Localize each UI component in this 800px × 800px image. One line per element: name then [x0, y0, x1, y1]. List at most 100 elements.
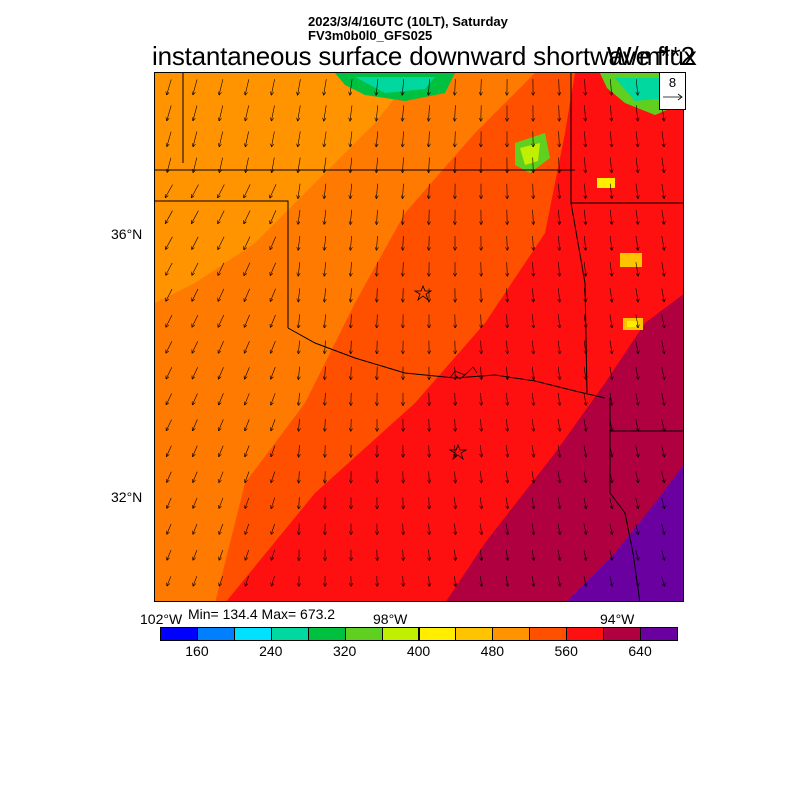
wind-arrow: [245, 471, 250, 483]
star-marker-south: [448, 443, 468, 461]
wind-arrow: [558, 549, 560, 560]
wind-arrow: [532, 366, 533, 380]
wind-arrow: [559, 79, 560, 95]
map-canvas: [155, 73, 683, 601]
wind-arrow: [219, 419, 224, 431]
wind-arrow: [635, 575, 639, 586]
wind-arrow: [351, 366, 352, 380]
wind-arrow: [271, 445, 276, 457]
wind-arrow: [298, 314, 299, 327]
wind-arrow: [635, 392, 638, 405]
wind-arrow: [558, 366, 560, 380]
wind-arrow: [193, 393, 198, 404]
wind-arrow: [661, 314, 665, 328]
wind-arrow: [661, 392, 665, 405]
wind-arrow: [507, 314, 508, 327]
wind-arrow: [219, 471, 224, 483]
wind-arrow: [376, 183, 377, 199]
wind-arrow: [219, 367, 224, 379]
wind-arrow: [193, 419, 198, 431]
wind-arrow: [533, 288, 534, 301]
min-max-label: Min= 134.4 Max= 673.2: [188, 606, 336, 622]
wind-arrow: [192, 184, 199, 198]
wind-arrow: [533, 183, 534, 199]
wind-arrow: [376, 79, 378, 95]
wind-arrow: [218, 184, 225, 198]
wind-arrow: [506, 549, 508, 560]
wind-arrow: [402, 131, 403, 146]
colorbar-cell: [270, 627, 309, 641]
wind-arrow: [245, 105, 249, 120]
wind-arrow: [506, 575, 508, 586]
wind-arrow: [244, 184, 251, 197]
colorbar-cell: [603, 627, 642, 641]
wind-arrow: [299, 471, 300, 482]
wind-arrow: [166, 393, 172, 405]
colorbar-tick-label: 400: [406, 643, 431, 659]
wind-arrow: [324, 288, 325, 301]
header-line-2: FV3m0b0l0_GFS025: [308, 28, 433, 43]
wind-arrow: [245, 523, 250, 534]
wind-arrow: [402, 79, 404, 95]
wind-arrow: [506, 418, 507, 431]
wind-arrow: [218, 314, 225, 327]
wind-arrow: [376, 105, 378, 120]
wind-arrow: [167, 497, 172, 508]
wind-arrow: [429, 497, 430, 508]
wind-arrow: [219, 157, 223, 173]
wind-arrow: [403, 549, 404, 561]
wind-arrow: [507, 366, 508, 380]
wind-arrow: [219, 576, 223, 586]
wind-arrow: [166, 288, 173, 301]
wind-arrow: [167, 576, 172, 585]
lat-label-36: 36°N: [111, 226, 143, 242]
wind-arrow: [166, 419, 172, 431]
wind-arrow: [270, 262, 276, 276]
wind-arrow: [403, 523, 404, 535]
wind-arrow: [584, 183, 585, 199]
wind-arrow: [507, 235, 508, 250]
wind-arrow: [245, 79, 250, 94]
field-southeast: [446, 294, 683, 601]
wind-arrow: [166, 210, 173, 224]
wind-arrow: [272, 576, 275, 586]
wind-arrow: [609, 392, 612, 405]
colorbar-cell: [455, 627, 494, 641]
wind-arrow: [350, 131, 352, 146]
wind-arrow: [533, 235, 534, 250]
wind-arrow: [635, 523, 639, 535]
wind-arrow: [506, 392, 507, 405]
wind-arrow: [167, 79, 172, 94]
map-title: instantaneous surface downward shortwave…: [152, 41, 697, 71]
wind-arrow: [609, 549, 612, 560]
wind-arrow: [350, 209, 351, 224]
wind-arrow: [167, 105, 172, 121]
wind-arrow: [166, 367, 173, 378]
wind-arrow: [635, 497, 639, 509]
wind-arrow: [298, 288, 300, 301]
wind-arrow: [481, 418, 482, 431]
wind-arrow: [192, 210, 199, 224]
wind-arrow: [270, 288, 276, 301]
wind-arrow: [219, 445, 224, 457]
wind-arrow: [610, 157, 611, 173]
wind-arrow: [376, 131, 378, 146]
wind-arrow: [455, 392, 456, 405]
wind-arrow: [244, 236, 251, 250]
colorbar-cell: [381, 627, 420, 641]
wind-arrow: [558, 262, 559, 276]
wind-arrow: [583, 419, 586, 431]
wind-arrow: [532, 497, 534, 509]
wind-arrow: [454, 575, 455, 586]
wind-arrow: [192, 341, 199, 353]
wind-arrow: [298, 235, 300, 250]
field-far-southeast: [567, 465, 683, 601]
wind-arrow: [244, 314, 250, 327]
wind-arrow: [533, 157, 534, 173]
wind-arrow: [245, 419, 250, 430]
wind-arrow: [455, 471, 456, 482]
wind-arrow: [636, 105, 638, 120]
wind-arrow: [193, 497, 198, 508]
wind-arrow: [533, 209, 534, 224]
wind-arrow: [350, 157, 352, 173]
